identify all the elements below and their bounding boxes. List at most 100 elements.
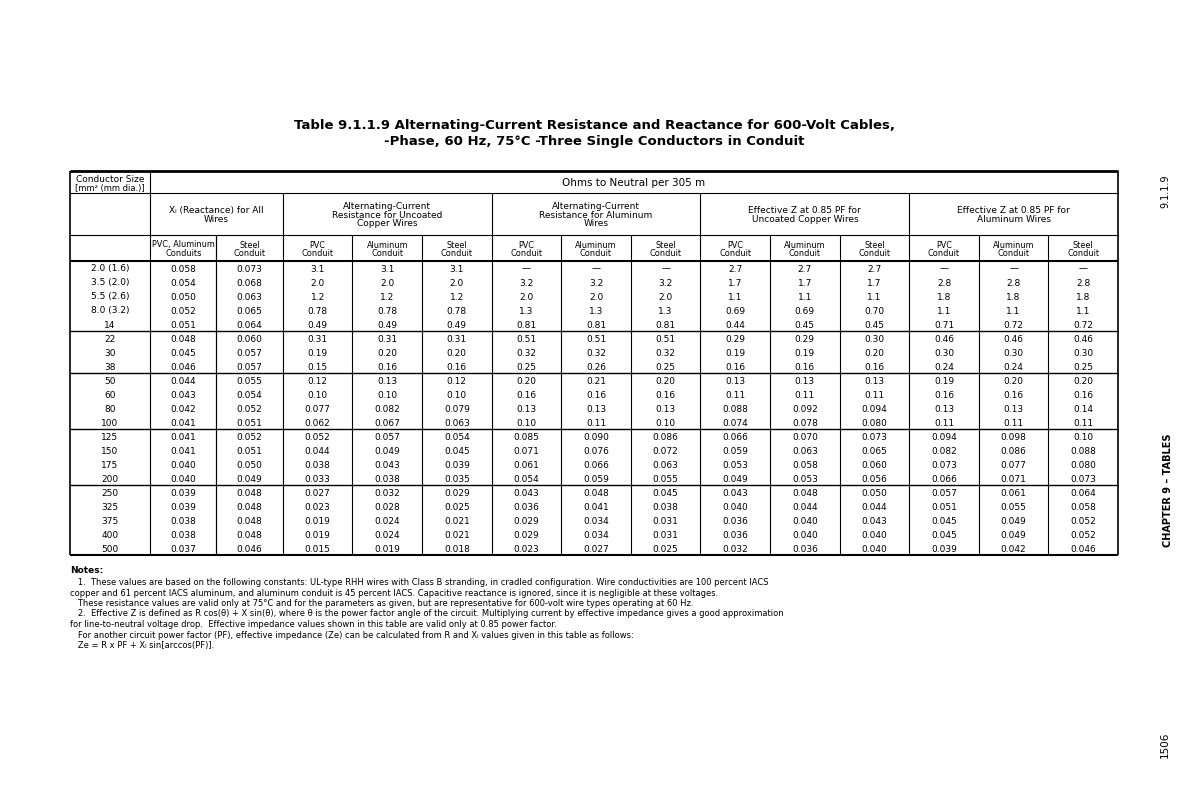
Text: 0.056: 0.056 bbox=[862, 474, 887, 483]
Text: 0.052: 0.052 bbox=[236, 404, 263, 413]
Text: 0.72: 0.72 bbox=[1003, 320, 1024, 329]
Text: Conduit: Conduit bbox=[997, 249, 1030, 258]
Text: 2.0: 2.0 bbox=[450, 278, 464, 287]
Text: Alternating-Current: Alternating-Current bbox=[552, 202, 640, 211]
Text: 0.034: 0.034 bbox=[583, 516, 608, 525]
Text: 0.088: 0.088 bbox=[1070, 446, 1096, 455]
Text: 0.063: 0.063 bbox=[653, 460, 678, 469]
Text: Alternating-Current: Alternating-Current bbox=[343, 202, 431, 211]
Text: 125: 125 bbox=[102, 432, 119, 441]
Text: 0.16: 0.16 bbox=[516, 390, 536, 399]
Text: 0.049: 0.049 bbox=[722, 474, 748, 483]
Text: 0.81: 0.81 bbox=[586, 320, 606, 329]
Text: 30: 30 bbox=[104, 348, 115, 357]
Text: 0.058: 0.058 bbox=[792, 460, 817, 469]
Text: 0.19: 0.19 bbox=[725, 348, 745, 357]
Text: 0.78: 0.78 bbox=[377, 306, 397, 315]
Text: 0.16: 0.16 bbox=[1073, 390, 1093, 399]
Text: 2.7: 2.7 bbox=[798, 264, 812, 273]
Text: 0.048: 0.048 bbox=[583, 488, 608, 497]
Text: 0.14: 0.14 bbox=[1073, 404, 1093, 413]
Text: 0.082: 0.082 bbox=[931, 446, 956, 455]
Text: 0.080: 0.080 bbox=[1070, 460, 1096, 469]
Text: 0.31: 0.31 bbox=[307, 334, 328, 343]
Text: 0.054: 0.054 bbox=[236, 390, 263, 399]
Text: Conduit: Conduit bbox=[234, 249, 265, 258]
Text: 8.0 (3.2): 8.0 (3.2) bbox=[91, 306, 130, 315]
Text: 0.043: 0.043 bbox=[862, 516, 887, 525]
Text: 0.076: 0.076 bbox=[583, 446, 608, 455]
Text: 0.024: 0.024 bbox=[374, 530, 400, 539]
Text: 0.064: 0.064 bbox=[236, 320, 263, 329]
Text: 0.51: 0.51 bbox=[516, 334, 536, 343]
Text: 400: 400 bbox=[102, 530, 119, 539]
Text: 0.043: 0.043 bbox=[374, 460, 400, 469]
Text: PVC, Aluminum: PVC, Aluminum bbox=[152, 241, 215, 249]
Text: 0.045: 0.045 bbox=[931, 516, 956, 525]
Text: 0.088: 0.088 bbox=[722, 404, 748, 413]
Text: 0.24: 0.24 bbox=[1003, 362, 1024, 371]
Text: 0.050: 0.050 bbox=[862, 488, 887, 497]
Text: 0.094: 0.094 bbox=[862, 404, 887, 413]
Text: 3.1: 3.1 bbox=[450, 264, 464, 273]
Text: 0.028: 0.028 bbox=[374, 502, 400, 511]
Text: 0.052: 0.052 bbox=[236, 432, 263, 441]
Text: 0.040: 0.040 bbox=[722, 502, 748, 511]
Text: 0.16: 0.16 bbox=[1003, 390, 1024, 399]
Text: 0.25: 0.25 bbox=[516, 362, 536, 371]
Text: 0.024: 0.024 bbox=[374, 516, 400, 525]
Text: 0.041: 0.041 bbox=[170, 432, 196, 441]
Text: 0.036: 0.036 bbox=[514, 502, 539, 511]
Text: 0.086: 0.086 bbox=[653, 432, 678, 441]
Text: 0.16: 0.16 bbox=[586, 390, 606, 399]
Text: 1.3: 1.3 bbox=[520, 306, 534, 315]
Text: 0.049: 0.049 bbox=[374, 446, 400, 455]
Text: 0.20: 0.20 bbox=[655, 376, 676, 385]
Text: Steel: Steel bbox=[239, 241, 260, 249]
Text: Table 9.1.1.9 Alternating-Current Resistance and Reactance for 600-Volt Cables,: Table 9.1.1.9 Alternating-Current Resist… bbox=[294, 119, 894, 132]
Text: 0.16: 0.16 bbox=[446, 362, 467, 371]
Text: 0.063: 0.063 bbox=[444, 418, 469, 427]
Text: 0.094: 0.094 bbox=[931, 432, 956, 441]
Text: 0.16: 0.16 bbox=[725, 362, 745, 371]
Text: 0.13: 0.13 bbox=[377, 376, 397, 385]
Text: 0.49: 0.49 bbox=[446, 320, 467, 329]
Text: 0.090: 0.090 bbox=[583, 432, 608, 441]
Text: Aluminum: Aluminum bbox=[366, 241, 408, 249]
Text: 22: 22 bbox=[104, 334, 115, 343]
Text: 0.051: 0.051 bbox=[931, 502, 956, 511]
Text: 0.061: 0.061 bbox=[514, 460, 539, 469]
Text: 0.034: 0.034 bbox=[583, 530, 608, 539]
Text: 0.066: 0.066 bbox=[931, 474, 956, 483]
Text: 0.16: 0.16 bbox=[655, 390, 676, 399]
Text: 2.8: 2.8 bbox=[1007, 278, 1021, 287]
Text: 1.8: 1.8 bbox=[1007, 292, 1021, 301]
Text: 0.038: 0.038 bbox=[305, 460, 330, 469]
Text: 38: 38 bbox=[104, 362, 115, 371]
Text: Steel: Steel bbox=[864, 241, 884, 249]
Text: 0.073: 0.073 bbox=[931, 460, 956, 469]
Text: 0.49: 0.49 bbox=[377, 320, 397, 329]
Text: 0.072: 0.072 bbox=[653, 446, 678, 455]
Text: Conduit: Conduit bbox=[788, 249, 821, 258]
Text: 0.30: 0.30 bbox=[1003, 348, 1024, 357]
Text: 0.031: 0.031 bbox=[653, 530, 678, 539]
Text: 3.2: 3.2 bbox=[520, 278, 534, 287]
Text: 0.038: 0.038 bbox=[653, 502, 678, 511]
Text: 0.11: 0.11 bbox=[794, 390, 815, 399]
Text: 0.057: 0.057 bbox=[931, 488, 956, 497]
Text: 0.039: 0.039 bbox=[170, 488, 196, 497]
Text: 0.21: 0.21 bbox=[586, 376, 606, 385]
Text: 2.0 (1.6): 2.0 (1.6) bbox=[91, 264, 130, 273]
Text: 0.051: 0.051 bbox=[236, 418, 263, 427]
Text: 0.69: 0.69 bbox=[725, 306, 745, 315]
Text: 1.1: 1.1 bbox=[937, 306, 952, 315]
Text: Conduit: Conduit bbox=[1067, 249, 1099, 258]
Text: 0.10: 0.10 bbox=[1073, 432, 1093, 441]
Text: [mm² (mm dia.)]: [mm² (mm dia.)] bbox=[76, 184, 145, 192]
Text: 250: 250 bbox=[102, 488, 119, 497]
Text: 50: 50 bbox=[104, 376, 115, 385]
Text: 0.24: 0.24 bbox=[934, 362, 954, 371]
Text: 0.057: 0.057 bbox=[236, 348, 263, 357]
Text: Aluminum: Aluminum bbox=[784, 241, 826, 249]
